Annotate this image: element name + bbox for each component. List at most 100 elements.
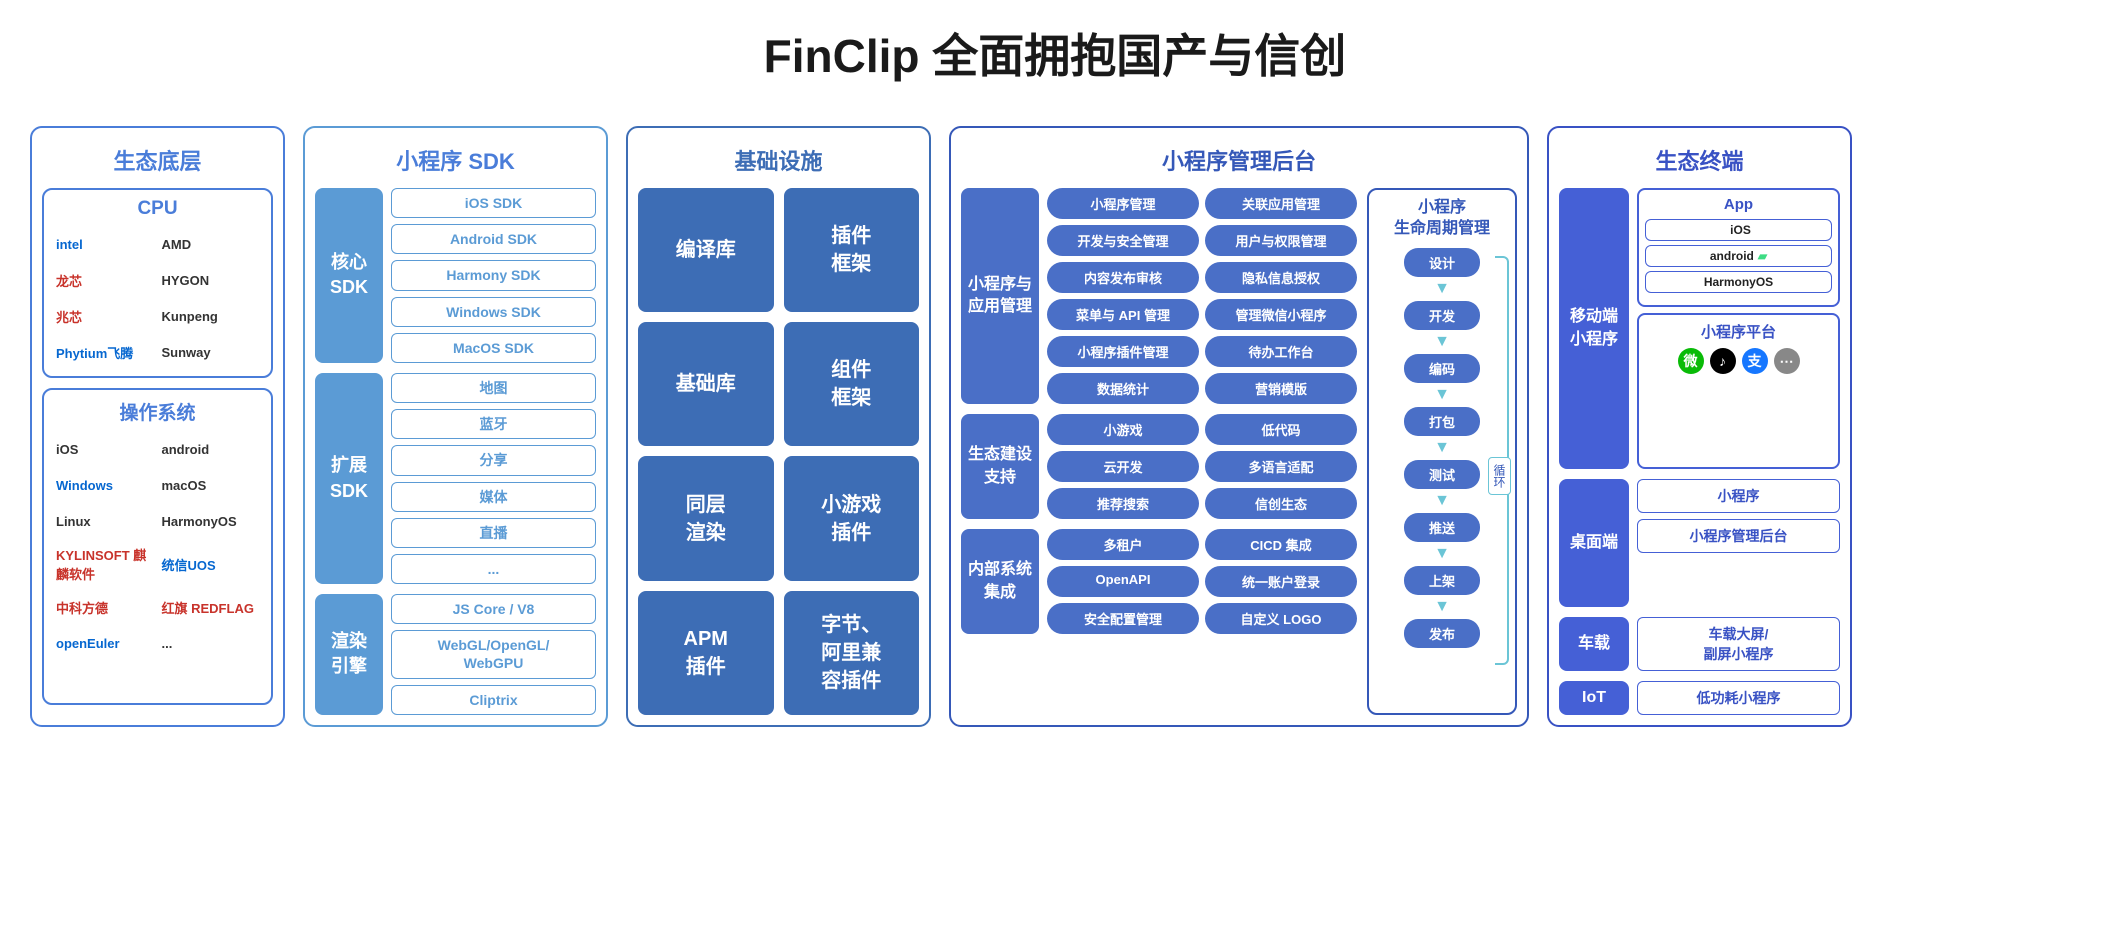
cpu-logo: Phytium飞腾 [56,340,154,364]
sdk-item: 地图 [391,373,596,403]
col5-header: 生态终端 [1559,138,1840,188]
mgmt-item: 管理微信小程序 [1205,299,1357,330]
term-item: 小程序 [1637,479,1840,513]
sdk-side-label: 扩展SDK [315,373,383,584]
col-ecosystem-base: 生态底层 CPU intelAMD龙芯HYGON兆芯KunpengPhytium… [30,126,285,727]
platform-icon: ♪ [1710,348,1736,374]
app-os-item: HarmonyOS [1645,271,1832,293]
cpu-logo: Sunway [162,340,260,364]
cpu-logo: HYGON [162,268,260,292]
lifecycle-step: 推送 [1404,513,1480,542]
platform-subcard: 小程序平台 微♪支⋯ [1637,313,1840,469]
sdk-section: 核心SDK iOS SDK Android SDK Harmony SDK Window… [315,188,596,363]
mgmt-item: 多租户 [1047,529,1199,560]
infra-block: 字节、阿里兼容插件 [784,591,920,715]
mgmt-item: 关联应用管理 [1205,188,1357,219]
sdk-item: ... [391,554,596,584]
app-os-item: android ▰ [1645,245,1832,267]
term-desktop-side: 桌面端 [1559,479,1629,607]
mgmt-item: 开发与安全管理 [1047,225,1199,256]
sdk-side-label: 核心SDK [315,188,383,363]
mgmt-item: CICD 集成 [1205,529,1357,560]
os-logo: openEuler [56,631,154,655]
sdk-item: MacOS SDK [391,333,596,363]
term-item: 车载大屏/副屏小程序 [1637,617,1840,671]
col2-header: 小程序 SDK [315,138,596,188]
mgmt-section: 内部系统集成多租户CICD 集成OpenAPI统一账户登录安全配置管理自定义 L… [961,529,1357,634]
mgmt-item: 安全配置管理 [1047,603,1199,634]
term-iot-side: IoT [1559,681,1629,715]
os-logo: ... [162,631,260,655]
os-logo: android [162,437,260,461]
os-title: 操作系统 [52,398,263,425]
platform-subcard-title: 小程序平台 [1645,321,1832,342]
sdk-item: JS Core / V8 [391,594,596,624]
diagram-columns: 生态底层 CPU intelAMD龙芯HYGON兆芯KunpengPhytium… [30,126,2080,727]
mgmt-side-label: 小程序与应用管理 [961,188,1039,404]
term-car-side: 车载 [1559,617,1629,671]
mgmt-side-label: 生态建设支持 [961,414,1039,519]
os-logo: KYLINSOFT 麒麟软件 [56,545,154,583]
lifecycle-step: 发布 [1404,619,1480,648]
mgmt-item: 隐私信息授权 [1205,262,1357,293]
mgmt-item: 待办工作台 [1205,336,1357,367]
mgmt-item: 信创生态 [1205,488,1357,519]
infra-block: 小游戏插件 [784,456,920,580]
infra-block: 基础库 [638,322,774,446]
col-sdk: 小程序 SDK 核心SDK iOS SDK Android SDK Harmony S… [303,126,608,727]
mgmt-item: 用户与权限管理 [1205,225,1357,256]
col-terminals: 生态终端 移动端小程序 App iOSandroid ▰HarmonyOS 小程… [1547,126,1852,727]
app-os-item: iOS [1645,219,1832,241]
os-logo: 红旗 REDFLAG [162,595,260,619]
os-logo: 中科方德 [56,595,154,619]
lifecycle-loop-label: 循环 [1488,457,1511,495]
sdk-section: 渲染引擎JS Core / V8WebGL/OpenGL/WebGPUClipt… [315,594,596,715]
lifecycle-title: 小程序生命周期管理 [1377,198,1507,240]
page-title: FinClip 全面拥抱国产与信创 [30,20,2080,86]
cpu-title: CPU [52,198,263,220]
os-logo: iOS [56,437,154,461]
cpu-logo: 龙芯 [56,268,154,292]
mgmt-item: 小程序管理 [1047,188,1199,219]
lifecycle-step: 打包 [1404,407,1480,436]
lifecycle-step: 开发 [1404,301,1480,330]
col-management: 小程序管理后台 小程序与应用管理小程序管理关联应用管理开发与安全管理用户与权限管… [949,126,1529,727]
lifecycle-step: 编码 [1404,354,1480,383]
sdk-item: Android SDK [391,224,596,254]
mgmt-item: 推荐搜索 [1047,488,1199,519]
cpu-card: CPU intelAMD龙芯HYGON兆芯KunpengPhytium飞腾Sun… [42,188,273,378]
lifecycle-arrow-icon: ▼ [1434,281,1450,297]
lifecycle-step: 设计 [1404,248,1480,277]
sdk-item: Harmony SDK [391,260,596,290]
lifecycle-arrow-icon: ▼ [1434,493,1450,509]
os-card: 操作系统 iOSandroidWindowsmacOSLinuxHarmonyO… [42,388,273,705]
term-item: 低功耗小程序 [1637,681,1840,715]
mgmt-item: 内容发布审核 [1047,262,1199,293]
os-logo: Windows [56,473,154,497]
cpu-logo: Kunpeng [162,304,260,328]
lifecycle-arrow-icon: ▼ [1434,599,1450,615]
infra-block: 插件框架 [784,188,920,312]
cpu-logo: AMD [162,232,260,256]
mgmt-item: 数据统计 [1047,373,1199,404]
mgmt-item: 统一账户登录 [1205,566,1357,597]
term-item: 小程序管理后台 [1637,519,1840,553]
sdk-side-label: 渲染引擎 [315,594,383,715]
infra-block: APM插件 [638,591,774,715]
lifecycle-arrow-icon: ▼ [1434,440,1450,456]
mgmt-item: 营销模版 [1205,373,1357,404]
mgmt-item: 小游戏 [1047,414,1199,445]
sdk-item: Cliptrix [391,685,596,715]
cpu-logo: intel [56,232,154,256]
sdk-section: 扩展SDK地图蓝牙分享媒体直播... [315,373,596,584]
lifecycle-arrow-icon: ▼ [1434,387,1450,403]
sdk-item: 直播 [391,518,596,548]
mgmt-section: 生态建设支持小游戏低代码云开发多语言适配推荐搜索信创生态 [961,414,1357,519]
platform-icon: ⋯ [1774,348,1800,374]
sdk-item: iOS SDK [391,188,596,218]
sdk-item: Windows SDK [391,297,596,327]
infra-block: 组件框架 [784,322,920,446]
col3-header: 基础设施 [638,138,919,188]
col1-header: 生态底层 [42,138,273,188]
sdk-item: 媒体 [391,482,596,512]
